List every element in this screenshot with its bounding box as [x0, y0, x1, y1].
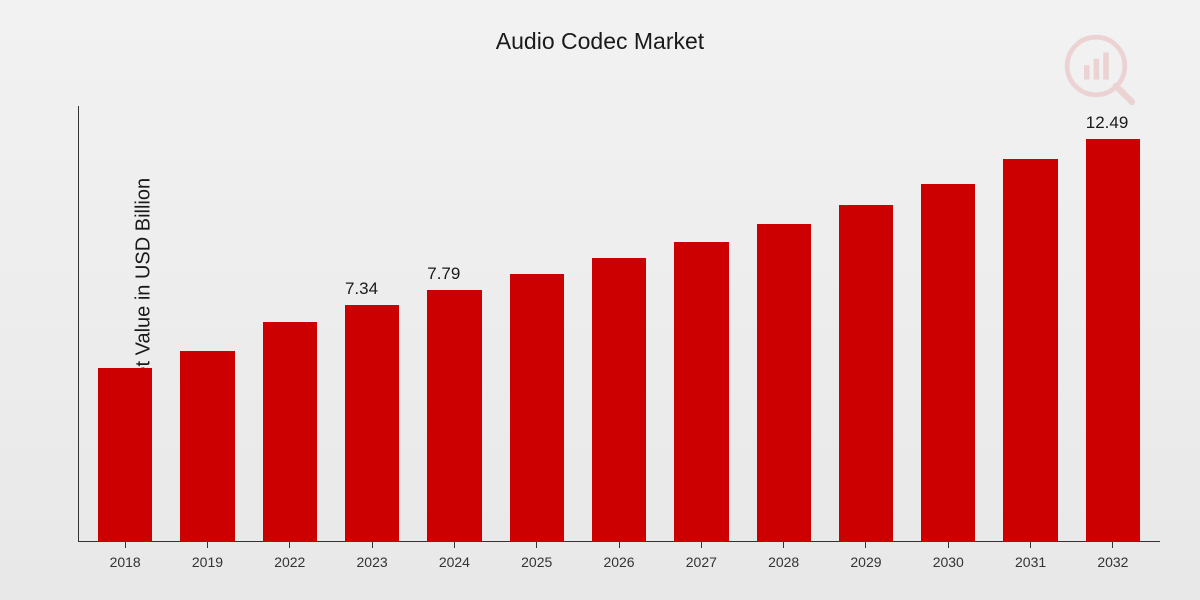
- x-tick: 2022: [249, 542, 331, 600]
- x-tick: 2029: [825, 542, 907, 600]
- bar-slot: [989, 106, 1071, 542]
- tick-mark: [948, 542, 949, 548]
- x-tick-label: 2028: [768, 554, 799, 570]
- x-tick-label: 2027: [686, 554, 717, 570]
- bar-rect: [263, 322, 317, 542]
- tick-mark: [1112, 542, 1113, 548]
- x-tick-label: 2024: [439, 554, 470, 570]
- x-tick-label: 2030: [933, 554, 964, 570]
- bar-rect: [510, 274, 564, 542]
- bar-slot: [496, 106, 578, 542]
- bar-value-label: 12.49: [1086, 113, 1129, 133]
- x-tick: 2030: [907, 542, 989, 600]
- x-tick-label: 2019: [192, 554, 223, 570]
- tick-mark: [454, 542, 455, 548]
- bar-slot: 12.49: [1072, 106, 1154, 542]
- tick-mark: [207, 542, 208, 548]
- x-tick-label: 2032: [1097, 554, 1128, 570]
- tick-mark: [619, 542, 620, 548]
- bar-value-label: 7.79: [427, 264, 460, 284]
- tick-mark: [783, 542, 784, 548]
- bar-rect: [839, 205, 893, 542]
- bar-slot: [578, 106, 660, 542]
- bar-rect: [180, 351, 234, 542]
- plot-area: 7.34 7.79 12.49: [78, 106, 1160, 542]
- bar-rect: [757, 224, 811, 542]
- bar-value-label: 7.34: [345, 279, 378, 299]
- bar-slot: [907, 106, 989, 542]
- tick-mark: [125, 542, 126, 548]
- x-tick: 2025: [496, 542, 578, 600]
- bar-rect: 12.49: [1086, 139, 1140, 542]
- bar-rect: 7.34: [345, 305, 399, 542]
- chart-title: Audio Codec Market: [0, 28, 1200, 55]
- x-tick: 2019: [166, 542, 248, 600]
- bar-rect: [592, 258, 646, 542]
- bar-rect: 7.79: [427, 290, 481, 542]
- x-tick: 2026: [578, 542, 660, 600]
- x-ticks-container: 2018 2019 2022 2023 2024 2025 2026 2027 2028 2029…: [78, 542, 1160, 600]
- tick-mark: [289, 542, 290, 548]
- tick-mark: [1030, 542, 1031, 548]
- bar-slot: 7.34: [331, 106, 413, 542]
- bars-container: 7.34 7.79 12.49: [78, 106, 1160, 542]
- x-tick: 2028: [743, 542, 825, 600]
- x-tick-label: 2022: [274, 554, 305, 570]
- bar-slot: [660, 106, 742, 542]
- watermark-logo-icon: [1060, 30, 1140, 110]
- x-tick-label: 2031: [1015, 554, 1046, 570]
- x-tick: 2027: [660, 542, 742, 600]
- bar-slot: [84, 106, 166, 542]
- x-tick: 2024: [413, 542, 495, 600]
- bar-slot: [166, 106, 248, 542]
- x-tick-label: 2029: [850, 554, 881, 570]
- x-tick: 2018: [84, 542, 166, 600]
- bar-rect: [1003, 159, 1057, 542]
- bar-slot: [825, 106, 907, 542]
- x-tick: 2031: [989, 542, 1071, 600]
- bar-rect: [674, 242, 728, 542]
- x-tick-label: 2026: [603, 554, 634, 570]
- bar-rect: [921, 184, 975, 542]
- tick-mark: [701, 542, 702, 548]
- x-tick-label: 2023: [357, 554, 388, 570]
- x-tick: 2023: [331, 542, 413, 600]
- tick-mark: [372, 542, 373, 548]
- bar-slot: [743, 106, 825, 542]
- x-tick-label: 2025: [521, 554, 552, 570]
- x-tick: 2032: [1072, 542, 1154, 600]
- bar-slot: 7.79: [413, 106, 495, 542]
- tick-mark: [865, 542, 866, 548]
- bar-rect: [98, 368, 152, 542]
- bar-slot: [249, 106, 331, 542]
- x-tick-label: 2018: [110, 554, 141, 570]
- tick-mark: [536, 542, 537, 548]
